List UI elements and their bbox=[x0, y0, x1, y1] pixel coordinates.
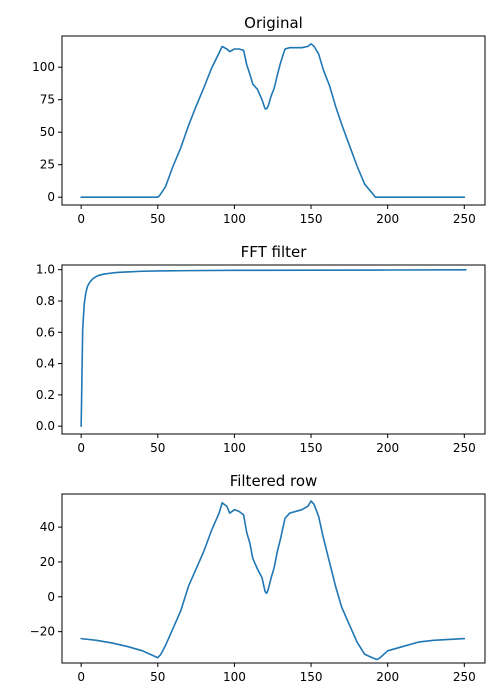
series-line bbox=[80, 269, 467, 427]
x-tick-label: 100 bbox=[223, 212, 246, 226]
y-tick-label: 0.4 bbox=[36, 357, 55, 371]
x-tick-label: 200 bbox=[376, 670, 399, 684]
x-tick-label: 100 bbox=[223, 441, 246, 455]
chart-title: Filtered row bbox=[230, 472, 318, 490]
y-tick-label: 0 bbox=[47, 190, 55, 204]
x-tick-label: 0 bbox=[77, 212, 85, 226]
x-tick-label: 200 bbox=[376, 212, 399, 226]
axes-frame bbox=[61, 35, 486, 206]
y-tick-label: 0.8 bbox=[36, 294, 55, 308]
series-line bbox=[80, 42, 466, 198]
x-tick-label: 50 bbox=[150, 670, 165, 684]
chart-panel-1: Original 0 50 100 150 200 250 0 25 50 75 100 bbox=[32, 14, 486, 226]
y-tick-label: 0 bbox=[47, 590, 55, 604]
axes-frame bbox=[61, 493, 486, 664]
chart-title: FFT filter bbox=[241, 243, 308, 261]
y-tick-label: 0.2 bbox=[36, 388, 55, 402]
x-tick-label: 100 bbox=[223, 670, 246, 684]
x-tick-label: 150 bbox=[300, 441, 323, 455]
x-tick-label: 250 bbox=[453, 670, 476, 684]
y-tick-label: 100 bbox=[32, 60, 55, 74]
y-tick-label: 0.0 bbox=[36, 419, 55, 433]
x-tick-label: 0 bbox=[77, 670, 85, 684]
y-tick-label: 25 bbox=[40, 158, 55, 172]
x-tick-label: 150 bbox=[300, 212, 323, 226]
x-tick-label: 200 bbox=[376, 441, 399, 455]
y-tick-label: 20 bbox=[40, 555, 55, 569]
series-line bbox=[80, 500, 466, 661]
x-tick-label: 250 bbox=[453, 212, 476, 226]
axes-frame bbox=[61, 264, 486, 435]
chart-panel-2: FFT filter 0 50 100 150 200 250 0.0 0.2 0.4 0.6 0.8… bbox=[36, 243, 486, 455]
chart-panel-3: Filtered row 0 50 100 150 200 250 −20 0 20 40 bbox=[30, 472, 486, 684]
y-tick-label: 50 bbox=[40, 125, 55, 139]
x-tick-label: 50 bbox=[150, 212, 165, 226]
y-tick-label: 0.6 bbox=[36, 325, 55, 339]
y-tick-label: 75 bbox=[40, 93, 55, 107]
x-tick-label: 250 bbox=[453, 441, 476, 455]
y-tick-label: −20 bbox=[30, 625, 55, 639]
y-tick-label: 40 bbox=[40, 520, 55, 534]
x-tick-label: 50 bbox=[150, 441, 165, 455]
chart-title: Original bbox=[244, 14, 303, 32]
x-tick-label: 0 bbox=[77, 441, 85, 455]
x-tick-label: 150 bbox=[300, 670, 323, 684]
y-tick-label: 1.0 bbox=[36, 263, 55, 277]
